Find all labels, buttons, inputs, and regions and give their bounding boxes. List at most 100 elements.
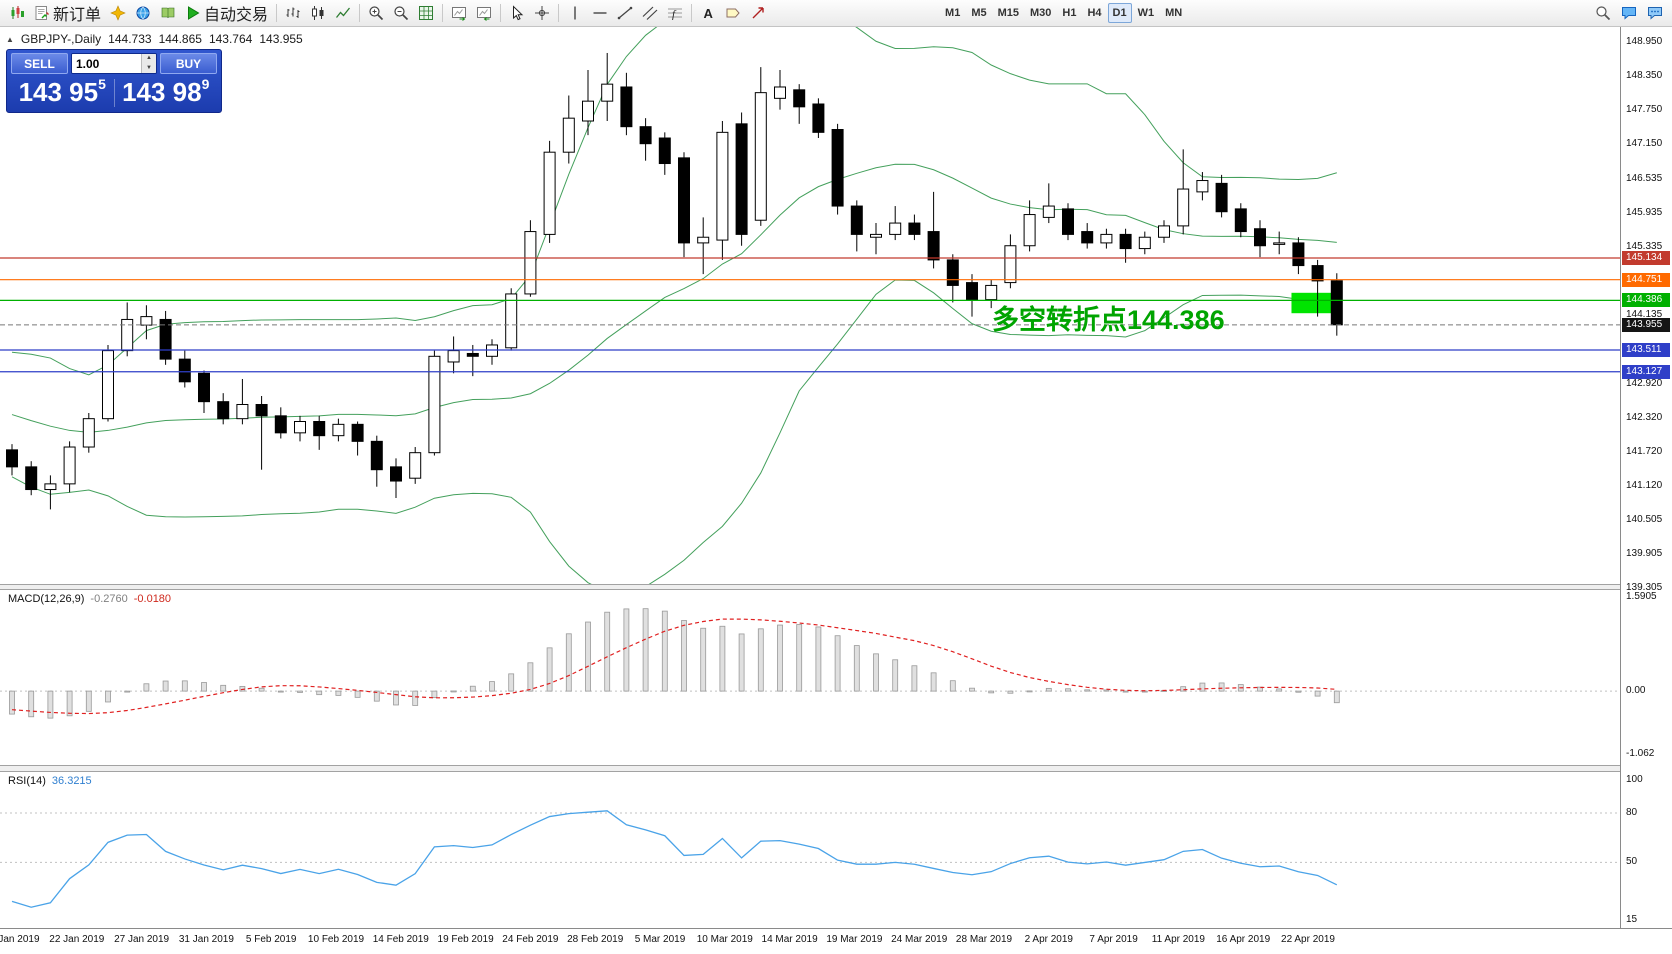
cursor-button[interactable] xyxy=(505,2,529,24)
rsi-panel[interactable]: RSI(14) 36.3215 xyxy=(0,772,1620,928)
search-icon xyxy=(1596,6,1611,21)
price-label: 148.350 xyxy=(1626,69,1663,81)
timeframe-m5[interactable]: M5 xyxy=(966,3,991,23)
volume-input[interactable] xyxy=(72,54,141,73)
autotrading-button[interactable]: 自动交易 xyxy=(181,2,272,24)
auto-scroll-button[interactable] xyxy=(447,2,471,24)
price-label: 142.320 xyxy=(1626,411,1663,423)
rsi-header: RSI(14) 36.3215 xyxy=(8,775,92,787)
timeframe-mn[interactable]: MN xyxy=(1160,3,1187,23)
channel-icon xyxy=(642,6,658,20)
community-icon[interactable] xyxy=(1617,2,1641,24)
price-divider xyxy=(113,78,115,107)
timeframe-d1[interactable]: D1 xyxy=(1107,3,1132,23)
fibonacci-button[interactable]: f xyxy=(663,2,687,24)
one-click-collapse-icon[interactable]: ▲ xyxy=(6,34,14,44)
macd-value: -0.2760 xyxy=(90,593,128,605)
price-level-badge: 144.751 xyxy=(1622,272,1670,287)
market-watch-icon[interactable] xyxy=(131,2,155,24)
price-label: 146.535 xyxy=(1626,172,1663,184)
zoom-in-button[interactable] xyxy=(364,2,388,24)
horizontal-line-button[interactable] xyxy=(588,2,612,24)
macd-canvas[interactable] xyxy=(0,590,1620,765)
price-level-badge: 144.386 xyxy=(1622,293,1670,308)
chart-symbol-header: ▲ GBPJPY-,Daily 144.733 144.865 143.764 … xyxy=(6,32,303,46)
date-label: 2 Apr 2019 xyxy=(1024,934,1073,945)
candlestick-chart-type-button[interactable] xyxy=(306,2,330,24)
date-label: 27 Jan 2019 xyxy=(114,934,170,945)
timeframe-h1[interactable]: H1 xyxy=(1057,3,1081,23)
panel-separator[interactable] xyxy=(0,584,1672,590)
date-label: 24 Mar 2019 xyxy=(891,934,948,945)
vertical-line-button[interactable] xyxy=(563,2,587,24)
chart-icon[interactable] xyxy=(5,2,29,24)
chart-shift-button[interactable] xyxy=(472,2,496,24)
text-tool-button[interactable]: A xyxy=(696,2,720,24)
panel-separator-2[interactable] xyxy=(0,765,1672,772)
time-axis[interactable]: 17 Jan 2019 22 Jan 2019 27 Jan 2019 31 Jan … xyxy=(0,928,1672,954)
timeframe-h4[interactable]: H4 xyxy=(1082,3,1106,23)
symbol-label: GBPJPY-,Daily xyxy=(20,32,102,46)
tile-windows-button[interactable] xyxy=(414,2,438,24)
chat-icon xyxy=(1648,7,1662,20)
zoomout-icon xyxy=(394,6,409,21)
timeframe-m1[interactable]: M1 xyxy=(940,3,965,23)
toolbar-separator xyxy=(276,4,278,22)
profiles-icon[interactable] xyxy=(106,2,130,24)
macd-scale-label: -1.062 xyxy=(1626,747,1655,759)
rsi-value: 36.3215 xyxy=(51,775,92,787)
macd-panel[interactable]: MACD(12,26,9) -0.2760 -0.0180 xyxy=(0,590,1620,765)
neworder-icon xyxy=(35,6,49,20)
date-label: 22 Jan 2019 xyxy=(49,934,105,945)
zoom-out-button[interactable] xyxy=(389,2,413,24)
price-label: 147.150 xyxy=(1626,137,1663,149)
price-label: 142.920 xyxy=(1626,377,1663,389)
price-label: 145.935 xyxy=(1626,206,1663,218)
buy-button[interactable]: BUY xyxy=(160,53,217,74)
label-tool-button[interactable] xyxy=(721,2,745,24)
volume-up-icon[interactable]: ▲ xyxy=(146,55,152,61)
bid-price[interactable]: 143 955 xyxy=(18,76,106,107)
rsi-canvas[interactable] xyxy=(0,772,1620,928)
toolbar-separator xyxy=(558,4,560,22)
chat-icon[interactable] xyxy=(1643,2,1667,24)
svg-text:f: f xyxy=(672,9,677,21)
price-scale[interactable]: 148.950 148.350 147.750 147.150 146.535 145.9… xyxy=(1620,27,1672,928)
bar-chart-type-button[interactable] xyxy=(281,2,305,24)
toolbar-separator xyxy=(359,4,361,22)
sell-button[interactable]: SELL xyxy=(11,53,68,74)
timeframe-w1[interactable]: W1 xyxy=(1133,3,1160,23)
crosshair-button[interactable] xyxy=(530,2,554,24)
volume-spinner[interactable]: ▲ ▼ xyxy=(141,54,156,73)
scroll-icon xyxy=(452,7,467,21)
toolbar: 新订单 自动交易 f A M1 M5 M15 M30 H1 H4 D1 W1 MN xyxy=(0,0,1672,27)
macd-scale-label: 0.00 xyxy=(1626,685,1646,697)
price-level-badge: 143.511 xyxy=(1622,343,1670,357)
history-center-icon[interactable] xyxy=(156,2,180,24)
timeframe-m30[interactable]: M30 xyxy=(1025,3,1056,23)
channel-button[interactable] xyxy=(638,2,662,24)
rsi-scale-label: 15 xyxy=(1626,913,1638,925)
price-label: 145.335 xyxy=(1626,240,1663,252)
macd-scale-label: 1.5905 xyxy=(1626,591,1657,603)
trendline-button[interactable] xyxy=(613,2,637,24)
search-icon[interactable] xyxy=(1591,2,1615,24)
date-label: 19 Feb 2019 xyxy=(437,934,494,945)
ask-price[interactable]: 143 989 xyxy=(122,76,210,107)
hline-icon xyxy=(593,12,607,14)
arrows-tool-button[interactable] xyxy=(746,2,770,24)
price-label: 141.720 xyxy=(1626,445,1663,457)
volume-down-icon[interactable]: ▼ xyxy=(146,64,152,71)
order-prices-row: 143 955 143 989 xyxy=(11,76,217,109)
timeframe-m15[interactable]: M15 xyxy=(993,3,1024,23)
arrowtool-icon xyxy=(752,7,764,19)
price-label: 140.505 xyxy=(1626,514,1663,526)
price-label: 139.305 xyxy=(1626,582,1663,594)
price-chart-canvas[interactable] xyxy=(0,27,1620,584)
date-label: 19 Mar 2019 xyxy=(826,934,883,945)
play-icon xyxy=(188,6,200,20)
price-chart[interactable] xyxy=(0,27,1620,584)
new-order-button[interactable]: 新订单 xyxy=(30,2,105,24)
price-label: 139.905 xyxy=(1626,548,1663,560)
line-chart-type-button[interactable] xyxy=(331,2,355,24)
